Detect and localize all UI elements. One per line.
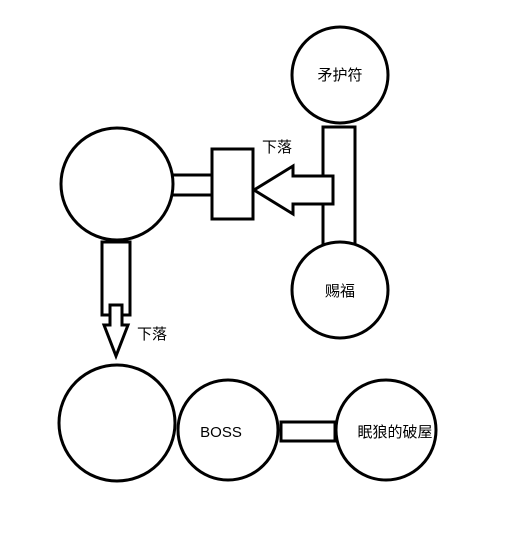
connector-boss-wolf-hut bbox=[279, 420, 337, 443]
label-wolf-hut: 眠狼的破屋 bbox=[357, 424, 432, 441]
room-upper-left bbox=[59, 126, 175, 242]
room-wolf-hut bbox=[334, 378, 438, 482]
label-blessing: 赐福 bbox=[325, 283, 355, 300]
label-drop-lower: 下落 bbox=[137, 326, 167, 343]
room-blessing bbox=[290, 240, 390, 340]
label-boss: BOSS bbox=[200, 424, 242, 441]
room-small-box bbox=[210, 147, 255, 221]
label-drop-upper: 下落 bbox=[262, 139, 292, 156]
room-boss bbox=[176, 378, 280, 482]
arrow-left-drop bbox=[251, 163, 335, 217]
connector-vertical-drop bbox=[100, 240, 132, 317]
label-talisman: 矛护符 bbox=[317, 67, 362, 84]
connector-box-upper-room bbox=[170, 173, 216, 197]
room-lower-left bbox=[57, 363, 177, 483]
room-talisman bbox=[290, 25, 390, 125]
arrow-down-drop bbox=[101, 303, 131, 361]
